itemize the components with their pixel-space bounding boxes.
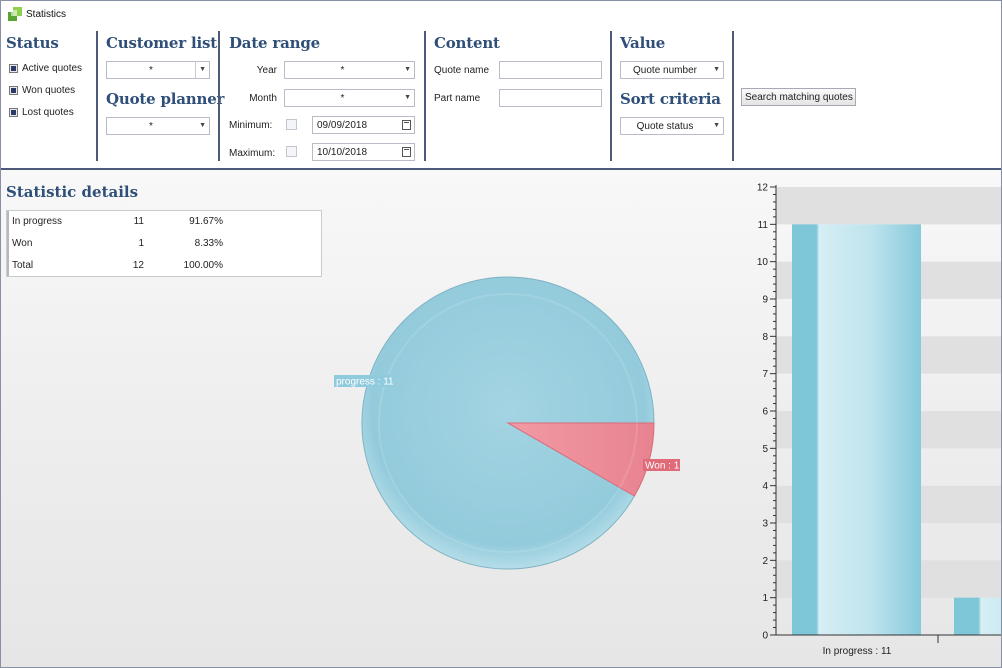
pie-label-background (334, 375, 389, 387)
quote-name-input[interactable] (499, 61, 602, 79)
separator (96, 31, 98, 161)
bar (792, 224, 921, 636)
year-label: Year (256, 65, 277, 76)
content-heading: Content (434, 34, 500, 52)
quote-name-label: Quote name (434, 65, 490, 76)
y-tick-label: 3 (762, 519, 768, 530)
title-bar: Statistics (1, 1, 1001, 27)
pie-inner-ring (378, 293, 638, 553)
part-name-input[interactable] (499, 89, 602, 107)
table-row: Total 12 100.00% (7, 255, 321, 277)
row-name: Total (12, 260, 34, 271)
status-pie-chart: progress : 11 Won : 1 (334, 276, 680, 570)
y-tick-label: 12 (757, 183, 769, 194)
chevron-down-icon: ▼ (199, 66, 206, 73)
checkbox-box[interactable] (9, 64, 18, 73)
maximum-date-checkbox[interactable] (286, 146, 297, 157)
date-range-heading: Date range (229, 34, 320, 52)
part-name-label: Part name (434, 93, 481, 104)
maximum-date-picker[interactable]: 10/10/2018 (312, 143, 415, 161)
y-tick-label: 9 (762, 295, 768, 306)
row-count: 1 (138, 238, 144, 249)
pie-label-background (643, 459, 680, 471)
customer-list-select[interactable]: * ▼ (106, 61, 210, 79)
search-matching-quotes-button[interactable]: Search matching quotes (741, 88, 856, 106)
chevron-down-icon: ▼ (713, 66, 720, 73)
y-tick-label: 5 (762, 444, 768, 455)
bar (954, 597, 1001, 635)
customer-list-heading: Customer list (106, 34, 217, 52)
y-tick-label: 0 (762, 631, 768, 642)
chevron-down-icon: ▼ (713, 122, 720, 129)
row-name: Won (12, 238, 33, 249)
row-count: 12 (132, 260, 144, 271)
sort-criteria-heading: Sort criteria (620, 90, 721, 108)
separator (610, 31, 612, 161)
maximum-label: Maximum: (229, 148, 276, 159)
table-row: Won 1 8.33% (7, 233, 321, 255)
month-select[interactable]: * ▼ (284, 89, 415, 107)
app-icon (8, 7, 22, 21)
y-tick-label: 6 (762, 407, 768, 418)
row-name: In progress (12, 216, 63, 227)
checkbox-label: Active quotes (22, 63, 83, 74)
quote-planner-select[interactable]: * ▼ (106, 117, 210, 135)
separator (732, 31, 734, 161)
pie-slice-label: progress : 11 (336, 377, 394, 388)
grid-band (776, 187, 1001, 225)
row-percent: 8.33% (194, 238, 223, 249)
minimum-label: Minimum: (229, 120, 273, 131)
calendar-icon[interactable] (402, 120, 411, 130)
filter-panel: Status Active quotes Won quotes Lost quo… (1, 27, 1001, 168)
month-label: Month (249, 93, 277, 104)
toolbar-divider (1, 168, 1001, 170)
minimum-date-checkbox[interactable] (286, 119, 297, 130)
chevron-down-icon: ▼ (404, 66, 411, 73)
value-heading: Value (620, 34, 666, 52)
y-tick-label: 1 (762, 593, 768, 604)
separator (424, 31, 426, 161)
y-tick-label: 10 (757, 257, 769, 268)
checkbox-box[interactable] (9, 108, 18, 117)
pie-slice-label: Won : 1 (645, 461, 680, 472)
quote-planner-heading: Quote planner (106, 90, 225, 108)
checkbox-label: Lost quotes (22, 107, 74, 118)
row-percent: 100.00% (183, 260, 223, 271)
calendar-icon[interactable] (402, 147, 411, 157)
row-percent: 91.67% (189, 216, 223, 227)
minimum-date-picker[interactable]: 09/09/2018 (312, 116, 415, 134)
chevron-down-icon: ▼ (199, 122, 206, 129)
y-tick-label: 2 (762, 556, 768, 567)
year-select[interactable]: * ▼ (284, 61, 415, 79)
y-tick-label: 8 (762, 332, 768, 343)
window-title: Statistics (26, 9, 67, 20)
checkbox-label: Won quotes (22, 85, 76, 96)
value-select[interactable]: Quote number ▼ (620, 61, 724, 79)
row-count: 11 (133, 216, 144, 227)
y-tick-label: 11 (758, 220, 769, 231)
x-category-label: In progress : 11 (823, 646, 892, 657)
checkbox-box[interactable] (9, 86, 18, 95)
sort-criteria-select[interactable]: Quote status ▼ (620, 117, 724, 135)
statistic-details-table: In progress 11 91.67% Won 1 8.33% Total … (6, 210, 322, 277)
y-tick-label: 7 (762, 369, 768, 380)
chevron-down-icon: ▼ (404, 94, 411, 101)
statistic-details-heading: Statistic details (6, 183, 139, 201)
table-row: In progress 11 91.67% (7, 211, 321, 233)
status-heading: Status (6, 34, 59, 52)
y-tick-label: 4 (762, 481, 768, 492)
separator (218, 31, 220, 161)
